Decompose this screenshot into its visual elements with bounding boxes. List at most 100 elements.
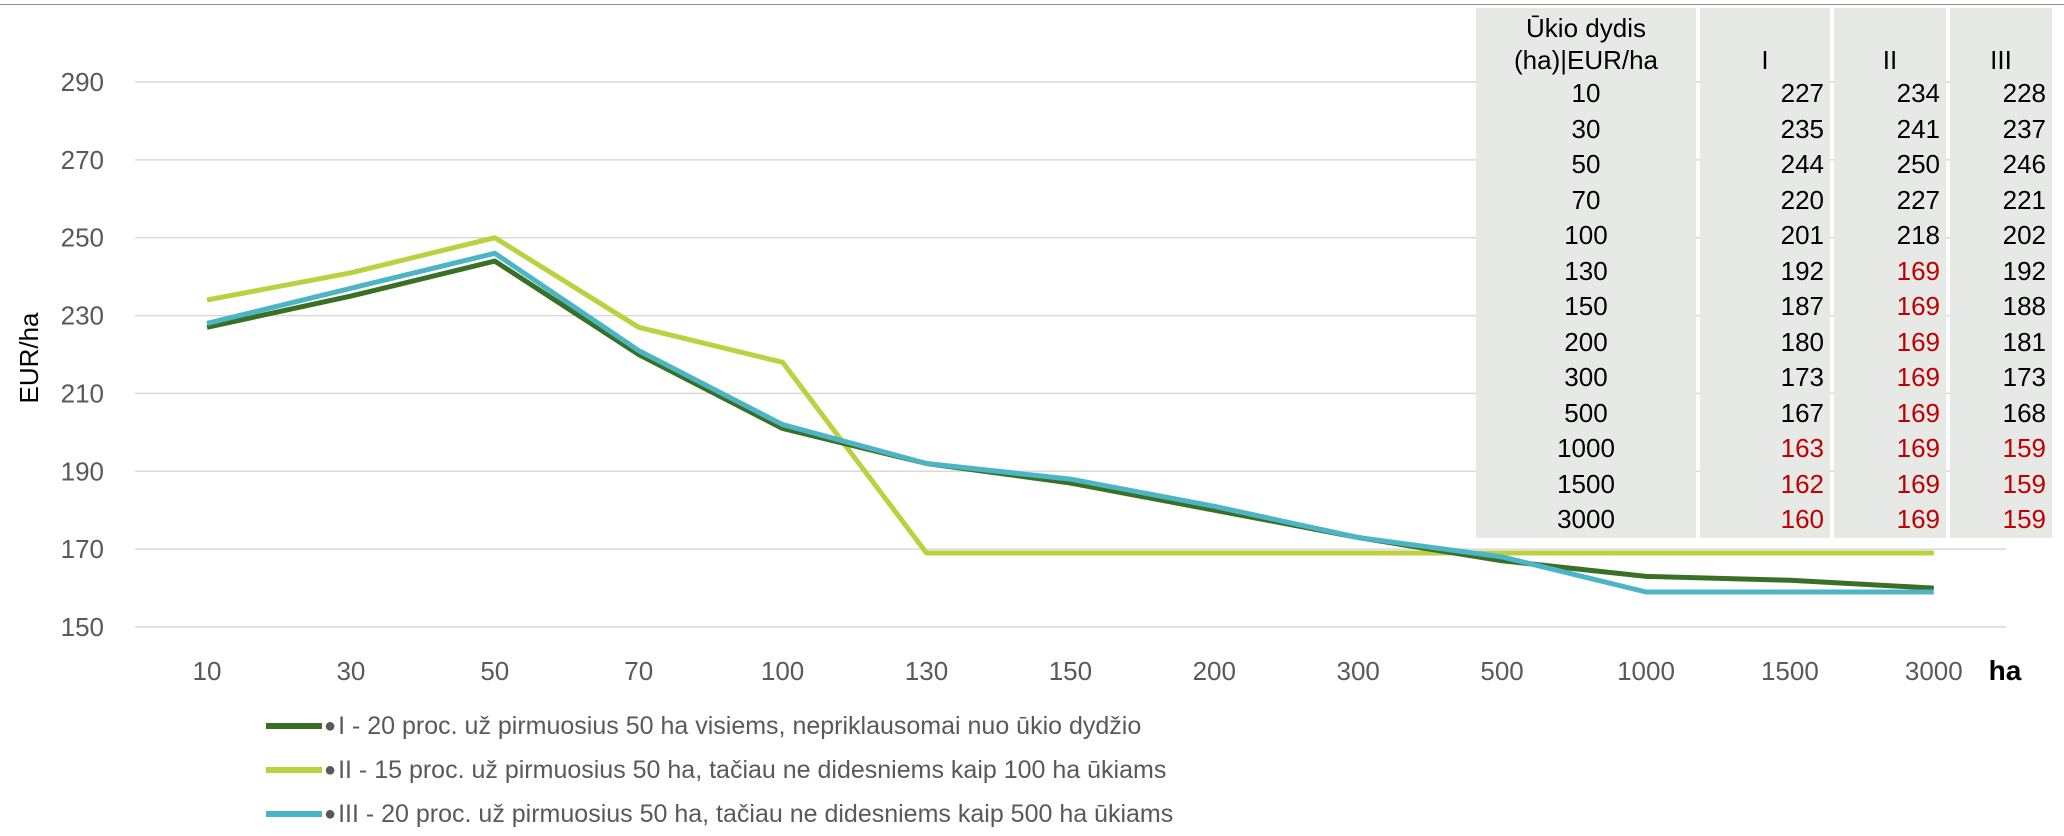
table-cell-size: 1000: [1476, 431, 1696, 467]
legend-swatch: [266, 767, 322, 773]
top-border-line: [0, 4, 2064, 5]
table-cell-value: 167: [1700, 395, 1830, 431]
table-row: 70 220 227 221: [1476, 182, 2052, 218]
y-tick-label: 190: [61, 456, 104, 486]
table-cell-value: 169: [1834, 502, 1946, 538]
legend-bullet-icon: ●: [324, 758, 337, 781]
table-cell-value: 169: [1834, 360, 1946, 396]
table-header-size-line1: Ūkio dydis: [1526, 13, 1646, 43]
table-header-size-line2: (ha)|EUR/ha: [1513, 45, 1659, 75]
table-cell-value: 192: [1950, 253, 2052, 289]
table-cell-value: 159: [1950, 502, 2052, 538]
table-cell-value: 221: [1950, 182, 2052, 218]
table-row: 30 235 241 237: [1476, 111, 2052, 147]
table-cell-value: 220: [1700, 182, 1830, 218]
table-cell-value: 159: [1950, 466, 2052, 502]
x-tick-label: 300: [1337, 656, 1380, 686]
table-cell-value: 234: [1834, 76, 1946, 112]
legend-item: ● III - 20 proc. už pirmuosius 50 ha, tač…: [266, 792, 1173, 836]
legend-item: ● II - 15 proc. už pirmuosius 50 ha, tači…: [266, 748, 1173, 792]
table-cell-value: 169: [1834, 395, 1946, 431]
table-cell-value: 168: [1950, 395, 2052, 431]
series-lines: [206, 235, 1934, 595]
values-table: Ūkio dydis (ha)|EUR/ha I II III 10 227 234…: [1472, 8, 2056, 538]
table-cell-size: 50: [1476, 147, 1696, 183]
legend-bullet-icon: ●: [324, 802, 337, 825]
table-row: 500 167 169 168: [1476, 395, 2052, 431]
table-cell-value: 173: [1950, 360, 2052, 396]
x-tick-label: 100: [761, 656, 804, 686]
table-cell-size: 150: [1476, 289, 1696, 325]
series-line-I: [206, 258, 1934, 591]
series-line-III: [206, 250, 1934, 595]
table-cell-value: 181: [1950, 324, 2052, 360]
y-tick-label: 210: [61, 378, 104, 408]
table-header-row: Ūkio dydis (ha)|EUR/ha I II III: [1476, 8, 2052, 76]
table-cell-size: 300: [1476, 360, 1696, 396]
table-cell-value: 201: [1700, 218, 1830, 254]
x-tick-label: 30: [336, 656, 365, 686]
chart-legend: ● I - 20 proc. už pirmuosius 50 ha visiem…: [266, 704, 1173, 836]
y-tick-labels: 150 170 190 210 230 250 270 290: [61, 67, 104, 642]
y-tick-label: 150: [61, 612, 104, 642]
y-tick-label: 270: [61, 145, 104, 175]
table-cell-value: 169: [1834, 431, 1946, 467]
x-tick-label: 1000: [1617, 656, 1675, 686]
table-cell-size: 100: [1476, 218, 1696, 254]
legend-label: III - 20 proc. už pirmuosius 50 ha, tači…: [338, 799, 1174, 828]
table-cell-size: 30: [1476, 111, 1696, 147]
table-header-size: Ūkio dydis (ha)|EUR/ha: [1476, 8, 1696, 76]
table-cell-size: 70: [1476, 182, 1696, 218]
table-cell-size: 1500: [1476, 466, 1696, 502]
table-header-col-I: I: [1700, 8, 1830, 76]
table-cell-value: 163: [1700, 431, 1830, 467]
legend-label: I - 20 proc. už pirmuosius 50 ha visiems…: [338, 711, 1142, 740]
table-cell-size: 130: [1476, 253, 1696, 289]
table-row: 1000 163 169 159: [1476, 431, 2052, 467]
table-row: 150 187 169 188: [1476, 289, 2052, 325]
table-row: 200 180 169 181: [1476, 324, 2052, 360]
table-cell-value: 218: [1834, 218, 1946, 254]
table-cell-value: 250: [1834, 147, 1946, 183]
table-row: 130 192 169 192: [1476, 253, 2052, 289]
table-cell-value: 180: [1700, 324, 1830, 360]
x-tick-label: 50: [480, 656, 509, 686]
table-cell-value: 169: [1834, 466, 1946, 502]
x-tick-label: 1500: [1761, 656, 1819, 686]
y-tick-label: 170: [61, 534, 104, 564]
table-cell-value: 244: [1700, 147, 1830, 183]
table-cell-value: 169: [1834, 253, 1946, 289]
x-axis-unit-label: ha: [1989, 655, 2022, 686]
series-line-II: [206, 235, 1934, 556]
y-tick-label: 250: [61, 223, 104, 253]
table-cell-value: 188: [1950, 289, 2052, 325]
table-cell-value: 246: [1950, 147, 2052, 183]
x-tick-label: 3000: [1905, 656, 1963, 686]
x-tick-label: 130: [905, 656, 948, 686]
legend-bullet-icon: ●: [324, 714, 337, 737]
table-cell-value: 227: [1834, 182, 1946, 218]
table-cell-size: 10: [1476, 76, 1696, 112]
table-cell-value: 192: [1700, 253, 1830, 289]
table-cell-value: 228: [1950, 76, 2052, 112]
y-tick-label: 230: [61, 301, 104, 331]
x-tick-label: 150: [1049, 656, 1092, 686]
table-cell-value: 202: [1950, 218, 2052, 254]
x-tick-label: 500: [1480, 656, 1523, 686]
table-cell-value: 187: [1700, 289, 1830, 325]
table-cell-value: 241: [1834, 111, 1946, 147]
table-row: 100 201 218 202: [1476, 218, 2052, 254]
x-tick-label: 200: [1193, 656, 1236, 686]
table-cell-size: 200: [1476, 324, 1696, 360]
legend-swatch: [266, 723, 322, 729]
table-row: 3000 160 169 159: [1476, 502, 2052, 538]
table-cell-value: 237: [1950, 111, 2052, 147]
table-cell-value: 159: [1950, 431, 2052, 467]
table-cell-value: 169: [1834, 324, 1946, 360]
x-tick-label: 10: [193, 656, 222, 686]
y-axis-label: EUR/ha: [14, 312, 44, 404]
legend-label: II - 15 proc. už pirmuosius 50 ha, tačia…: [338, 755, 1167, 784]
table-header-col-II: II: [1834, 8, 1946, 76]
table-cell-value: 169: [1834, 289, 1946, 325]
table-cell-value: 162: [1700, 466, 1830, 502]
